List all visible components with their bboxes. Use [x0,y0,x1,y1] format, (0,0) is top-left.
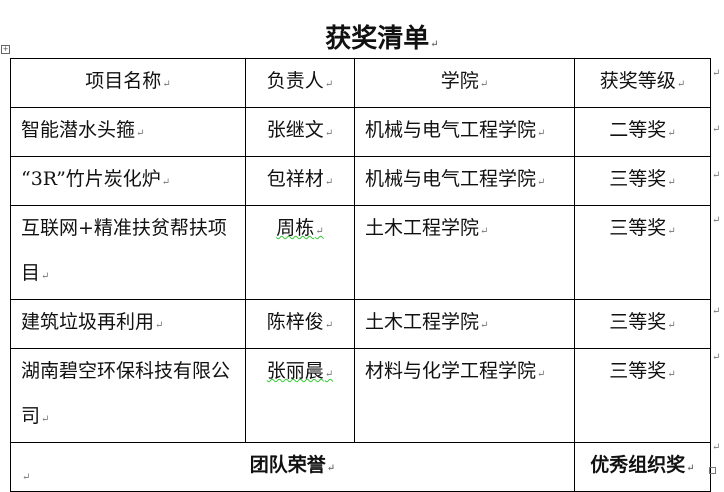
table-move-handle-icon[interactable]: + [1,45,10,54]
cell-project: 湖南碧空环保科技有限公司 [10,348,246,443]
cell-text: 建筑垃圾再利用 [21,311,163,333]
cell-college: 土木工程学院 [354,205,575,300]
row-end-mark-icon: ↵ [712,306,721,317]
cell-text: 学院 [441,70,488,92]
cell-award: 三等奖 [574,299,711,349]
cell-text: 机械与电气工程学院 [365,119,545,141]
cell-text: 负责人 [267,70,333,92]
header-award: 获奖等级 [574,58,711,108]
cell-college: 机械与电气工程学院 [354,107,575,157]
cell-award: 三等奖 [574,348,711,443]
cell-project: “3R”竹片炭化炉 [10,156,246,206]
document-title: 获奖清单 [0,18,724,55]
table-header-row: 项目名称 负责人 学院 获奖等级 [10,58,711,108]
cell-text: 张继文 [267,119,333,141]
cell-leader: 张继文 [245,107,355,157]
cell-text: 湖南碧空环保科技有限公司 [21,360,230,427]
cell-project: 智能潜水头箍 [10,107,246,157]
cell-award: 三等奖 [574,205,711,300]
cell-text: 项目名称 [85,70,170,92]
cell-text: 土木工程学院 [365,311,488,333]
awards-table: 项目名称 负责人 学院 获奖等级 智能潜水头箍 张继文 机械与电气工程学院 二等… [10,58,711,492]
header-college: 学院 [354,58,575,108]
row-end-mark-icon: ↵ [712,124,721,135]
table-row: 建筑垃圾再利用 陈梓俊 土木工程学院 三等奖 [10,299,711,349]
cell-text: 包祥材 [267,168,333,190]
cell-text: 陈梓俊 [267,311,333,333]
cell-text: 三等奖 [609,168,675,190]
cell-award: 三等奖 [574,156,711,206]
cell-text: 机械与电气工程学院 [365,168,545,190]
cell-leader: 包祥材 [245,156,355,206]
cell-project: 建筑垃圾再利用 [10,299,246,349]
cell-project: 互联网+精准扶贫帮扶项目 [10,205,246,300]
row-end-mark-icon: ↵ [712,352,721,363]
cell-text: 材料与化学工程学院 [365,360,545,382]
cell-text: 智能潜水头箍 [21,119,144,141]
cell-leader: 周栋 [245,205,355,300]
cell-text: 三等奖 [609,217,675,239]
cell-text: “3R”竹片炭化炉 [21,168,170,190]
table-resize-handle-icon[interactable] [709,467,716,474]
cell-text: 土木工程学院 [365,217,488,239]
footer-award: 优秀组织奖 [574,442,711,492]
cell-text: 优秀组织奖 [590,454,694,476]
row-end-mark-icon: ↵ [712,215,721,226]
cell-text: 二等奖 [609,119,675,141]
cell-text: 三等奖 [609,311,675,333]
paragraph-mark-icon: ↵ [22,472,31,483]
cell-text: 获奖清单 [325,24,438,54]
header-project: 项目名称 [10,58,246,108]
row-end-mark-icon: ↵ [712,68,721,79]
cell-text: 三等奖 [609,360,675,382]
table-footer-row: 团队荣誉 优秀组织奖 [10,442,711,492]
cell-text: 获奖等级 [600,70,685,92]
cell-text: 张丽晨 [267,360,333,382]
cell-text: 互联网+精准扶贫帮扶项目 [21,217,227,284]
cell-leader: 张丽晨 [245,348,355,443]
table-row: “3R”竹片炭化炉 包祥材 机械与电气工程学院 三等奖 [10,156,711,206]
footer-label: 团队荣誉 [10,442,575,492]
cell-college: 材料与化学工程学院 [354,348,575,443]
table-row: 湖南碧空环保科技有限公司 张丽晨 材料与化学工程学院 三等奖 [10,348,711,443]
row-end-mark-icon: ↵ [712,442,721,453]
row-end-mark-icon: ↵ [712,170,721,181]
table-row: 互联网+精准扶贫帮扶项目 周栋 土木工程学院 三等奖 [10,205,711,300]
cell-text: 周栋 [276,217,323,239]
header-leader: 负责人 [245,58,355,108]
table-row: 智能潜水头箍 张继文 机械与电气工程学院 二等奖 [10,107,711,157]
cell-award: 二等奖 [574,107,711,157]
cell-college: 机械与电气工程学院 [354,156,575,206]
cell-text: 团队荣誉 [250,454,335,476]
cell-college: 土木工程学院 [354,299,575,349]
cell-leader: 陈梓俊 [245,299,355,349]
